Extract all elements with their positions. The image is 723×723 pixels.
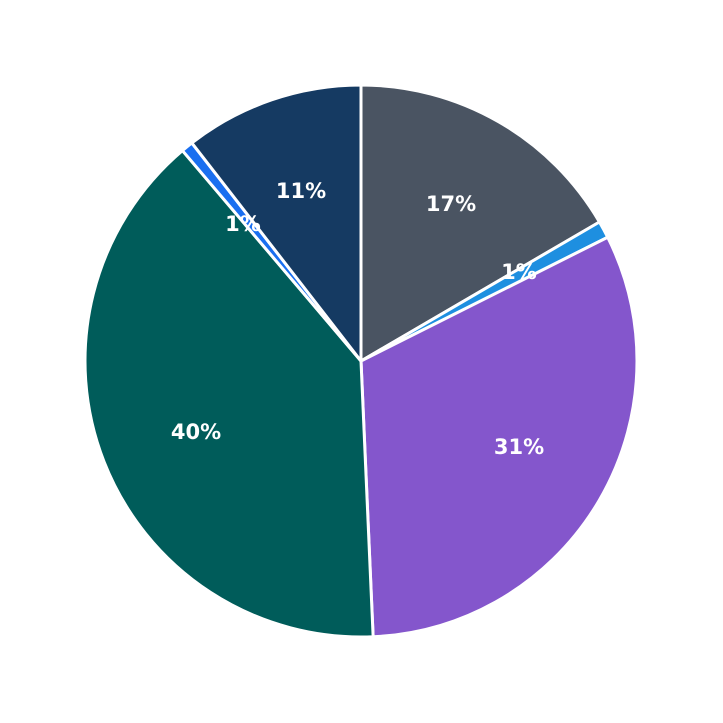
slice-label: 17% (426, 192, 476, 216)
pie-slice (359, 83, 601, 363)
pie-slice (359, 235, 639, 639)
slice-label: 11% (276, 179, 326, 203)
slice-label: 1% (225, 212, 261, 236)
pie-slice (83, 149, 375, 639)
pie-slice (190, 83, 363, 363)
slice-label: 31% (494, 435, 544, 459)
slice-label: 40% (171, 420, 221, 444)
slice-label: 1% (501, 260, 537, 284)
